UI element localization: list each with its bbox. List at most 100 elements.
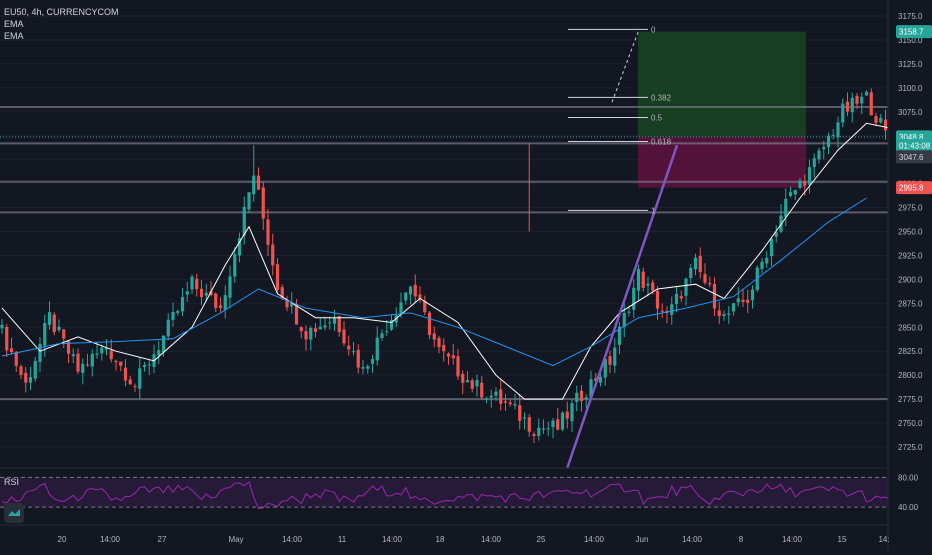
candle-body bbox=[451, 355, 455, 359]
candle-body bbox=[332, 317, 337, 324]
candle-body bbox=[532, 434, 536, 436]
candle-body bbox=[698, 255, 702, 273]
candle-body bbox=[413, 284, 417, 297]
time-tick-label: 27 bbox=[158, 535, 167, 544]
ema-fast-line bbox=[1, 122, 891, 400]
candle-body bbox=[33, 360, 37, 379]
position-zones bbox=[638, 31, 806, 188]
candle-body bbox=[109, 350, 113, 360]
time-tick-label: 8 bbox=[739, 535, 744, 544]
tradingview-logo-icon[interactable] bbox=[4, 503, 24, 523]
logo-glyph bbox=[8, 509, 20, 516]
candle-body bbox=[788, 192, 793, 197]
candle-body bbox=[404, 292, 408, 301]
price-tick-label: 2925.0 bbox=[898, 251, 923, 260]
candle-body bbox=[351, 351, 356, 353]
candle-body bbox=[750, 289, 755, 301]
candle-body bbox=[855, 95, 859, 104]
target-zone bbox=[638, 31, 806, 137]
fib-level-label: 1 bbox=[651, 206, 656, 215]
candle-body bbox=[632, 287, 636, 310]
candle-body bbox=[266, 219, 270, 245]
time-tick-label: 14:00 bbox=[100, 535, 121, 544]
ema-label-1[interactable]: EMA bbox=[4, 19, 24, 29]
candle-body bbox=[90, 353, 94, 367]
time-axis[interactable]: 20 14:00 27 May 14:00 11 14:00 18 14:00 25 14:00 Ju… bbox=[0, 524, 890, 544]
symbol-title[interactable]: EU50, 4h, CURRENCYCOM bbox=[4, 7, 119, 17]
candle-body bbox=[684, 278, 688, 296]
candle-body bbox=[185, 291, 189, 295]
candle-body bbox=[19, 366, 23, 376]
price-badge-label: 3048.8 bbox=[899, 133, 924, 142]
candle-body bbox=[522, 417, 527, 419]
candle-body bbox=[841, 103, 845, 123]
fibonacci-retracement[interactable]: 0 0.382 0.5 0.618 1 bbox=[568, 25, 672, 215]
candle-body bbox=[294, 305, 299, 325]
price-tick-label: 2850.0 bbox=[898, 323, 923, 332]
candle-body bbox=[323, 325, 327, 328]
candle-body bbox=[622, 312, 626, 327]
ema-lines bbox=[1, 122, 891, 400]
time-tick-label: 14:00 bbox=[481, 535, 502, 544]
candle-body bbox=[480, 382, 484, 398]
price-axis-bg bbox=[888, 0, 932, 550]
price-tick-label: 2875.0 bbox=[898, 299, 923, 308]
candle-body bbox=[541, 428, 546, 430]
price-tick-label: 2975.0 bbox=[898, 204, 923, 213]
candle-body bbox=[347, 345, 351, 350]
candle-body bbox=[465, 380, 470, 383]
candle-body bbox=[370, 359, 375, 364]
candle-body bbox=[214, 293, 218, 308]
candle-body bbox=[565, 411, 569, 419]
horizontal-levels[interactable] bbox=[0, 105, 888, 401]
candle-body bbox=[261, 187, 265, 219]
candle-body bbox=[584, 397, 588, 400]
price-badge bbox=[896, 181, 932, 195]
candle-body bbox=[385, 331, 389, 333]
time-tick-label: 14:00 bbox=[584, 535, 605, 544]
price-badges: 3158.7 3048.801:43:08 3047.6 2995.8 bbox=[896, 25, 932, 195]
candle-body bbox=[874, 116, 878, 124]
candle-body bbox=[432, 333, 436, 340]
candle-body bbox=[43, 322, 47, 346]
price-axis[interactable]: 2725.0 2750.0 2775.0 2800.0 2825.0 2850.0 2875… bbox=[887, 0, 932, 550]
candle-body bbox=[798, 180, 802, 188]
price-tick-label: 2825.0 bbox=[898, 347, 923, 356]
candle-body bbox=[418, 294, 422, 300]
candle-body bbox=[475, 380, 479, 387]
trendline[interactable] bbox=[566, 144, 679, 469]
rsi-label[interactable]: RSI bbox=[4, 477, 20, 487]
candle-body bbox=[527, 417, 531, 432]
candle-body bbox=[484, 398, 489, 400]
price-tick-label: 2900.0 bbox=[898, 275, 923, 284]
candle-body bbox=[518, 405, 522, 421]
candle-body bbox=[817, 150, 821, 160]
candle-body bbox=[209, 291, 213, 296]
candle-body bbox=[199, 288, 204, 298]
candle-body bbox=[651, 282, 655, 291]
candle-body bbox=[646, 283, 650, 286]
candle-body bbox=[147, 364, 151, 366]
candle-body bbox=[0, 324, 4, 329]
candle-body bbox=[299, 327, 303, 332]
candle-body bbox=[693, 257, 698, 270]
candle-body bbox=[76, 353, 80, 372]
ema-label-2[interactable]: EMA bbox=[4, 31, 24, 41]
candle-body bbox=[575, 392, 579, 402]
time-tick-label: 14: bbox=[878, 535, 889, 544]
rsi-line bbox=[1, 481, 891, 510]
candle-body bbox=[218, 305, 223, 308]
candle-body bbox=[603, 358, 607, 378]
candle-body bbox=[864, 91, 869, 96]
candle-body bbox=[427, 312, 432, 336]
price-badge bbox=[896, 25, 932, 39]
rsi-pane bbox=[0, 467, 891, 510]
ascending-trendline[interactable] bbox=[566, 144, 679, 469]
candle-body bbox=[703, 274, 707, 283]
candle-body bbox=[81, 363, 85, 373]
candle-body bbox=[560, 412, 565, 430]
time-tick-label: 25 bbox=[537, 535, 546, 544]
candle-body bbox=[674, 293, 679, 304]
